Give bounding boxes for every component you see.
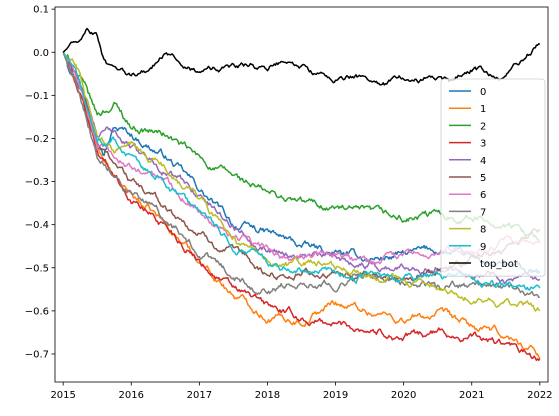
series-line-3 — [62, 52, 541, 362]
y-tick-label: −0.5 — [25, 263, 49, 274]
y-tick-label: −0.1 — [25, 91, 49, 102]
y-tick-label: 0.0 — [33, 48, 49, 59]
legend-label-3: 3 — [480, 139, 486, 150]
x-tick-label: 2017 — [187, 390, 212, 401]
y-tick-label: −0.2 — [25, 134, 49, 145]
series-line-8 — [62, 51, 541, 312]
y-tick-label: −0.7 — [25, 349, 49, 360]
axes-layer: 2015 2016 2017 2018 2019 2020 2021 20220.10.0−0… — [25, 5, 553, 401]
legend-label-4: 4 — [480, 156, 486, 167]
legend-box — [440, 78, 546, 277]
legend-label-7: 7 — [480, 207, 486, 218]
legend-label-2: 2 — [480, 121, 486, 132]
legend-label-8: 8 — [480, 225, 486, 236]
series-line-1 — [62, 52, 541, 359]
legend-label-6: 6 — [480, 190, 486, 201]
x-tick-label: 2018 — [255, 390, 280, 401]
legend: 0 1 2 3 4 5 6 7 8 9 top_bot — [440, 78, 546, 277]
series-line-top_bot — [62, 27, 541, 86]
legend-label-0: 0 — [480, 87, 486, 98]
y-tick-label: −0.4 — [25, 220, 49, 231]
x-tick-label: 2015 — [50, 390, 75, 401]
x-tick-label: 2022 — [527, 390, 552, 401]
legend-label-top_bot: top_bot — [480, 259, 518, 270]
x-tick-label: 2021 — [459, 390, 484, 401]
legend-label-1: 1 — [480, 104, 486, 115]
legend-label-9: 9 — [480, 242, 486, 253]
x-tick-label: 2016 — [119, 390, 144, 401]
y-tick-label: 0.1 — [33, 5, 49, 16]
plot-frame — [54, 6, 549, 383]
series-line-7 — [62, 51, 540, 299]
y-tick-label: −0.6 — [25, 306, 49, 317]
x-tick-label: 2019 — [323, 390, 348, 401]
y-tick-label: −0.3 — [25, 177, 49, 188]
legend-label-5: 5 — [480, 173, 486, 184]
x-tick-label: 2020 — [391, 390, 416, 401]
